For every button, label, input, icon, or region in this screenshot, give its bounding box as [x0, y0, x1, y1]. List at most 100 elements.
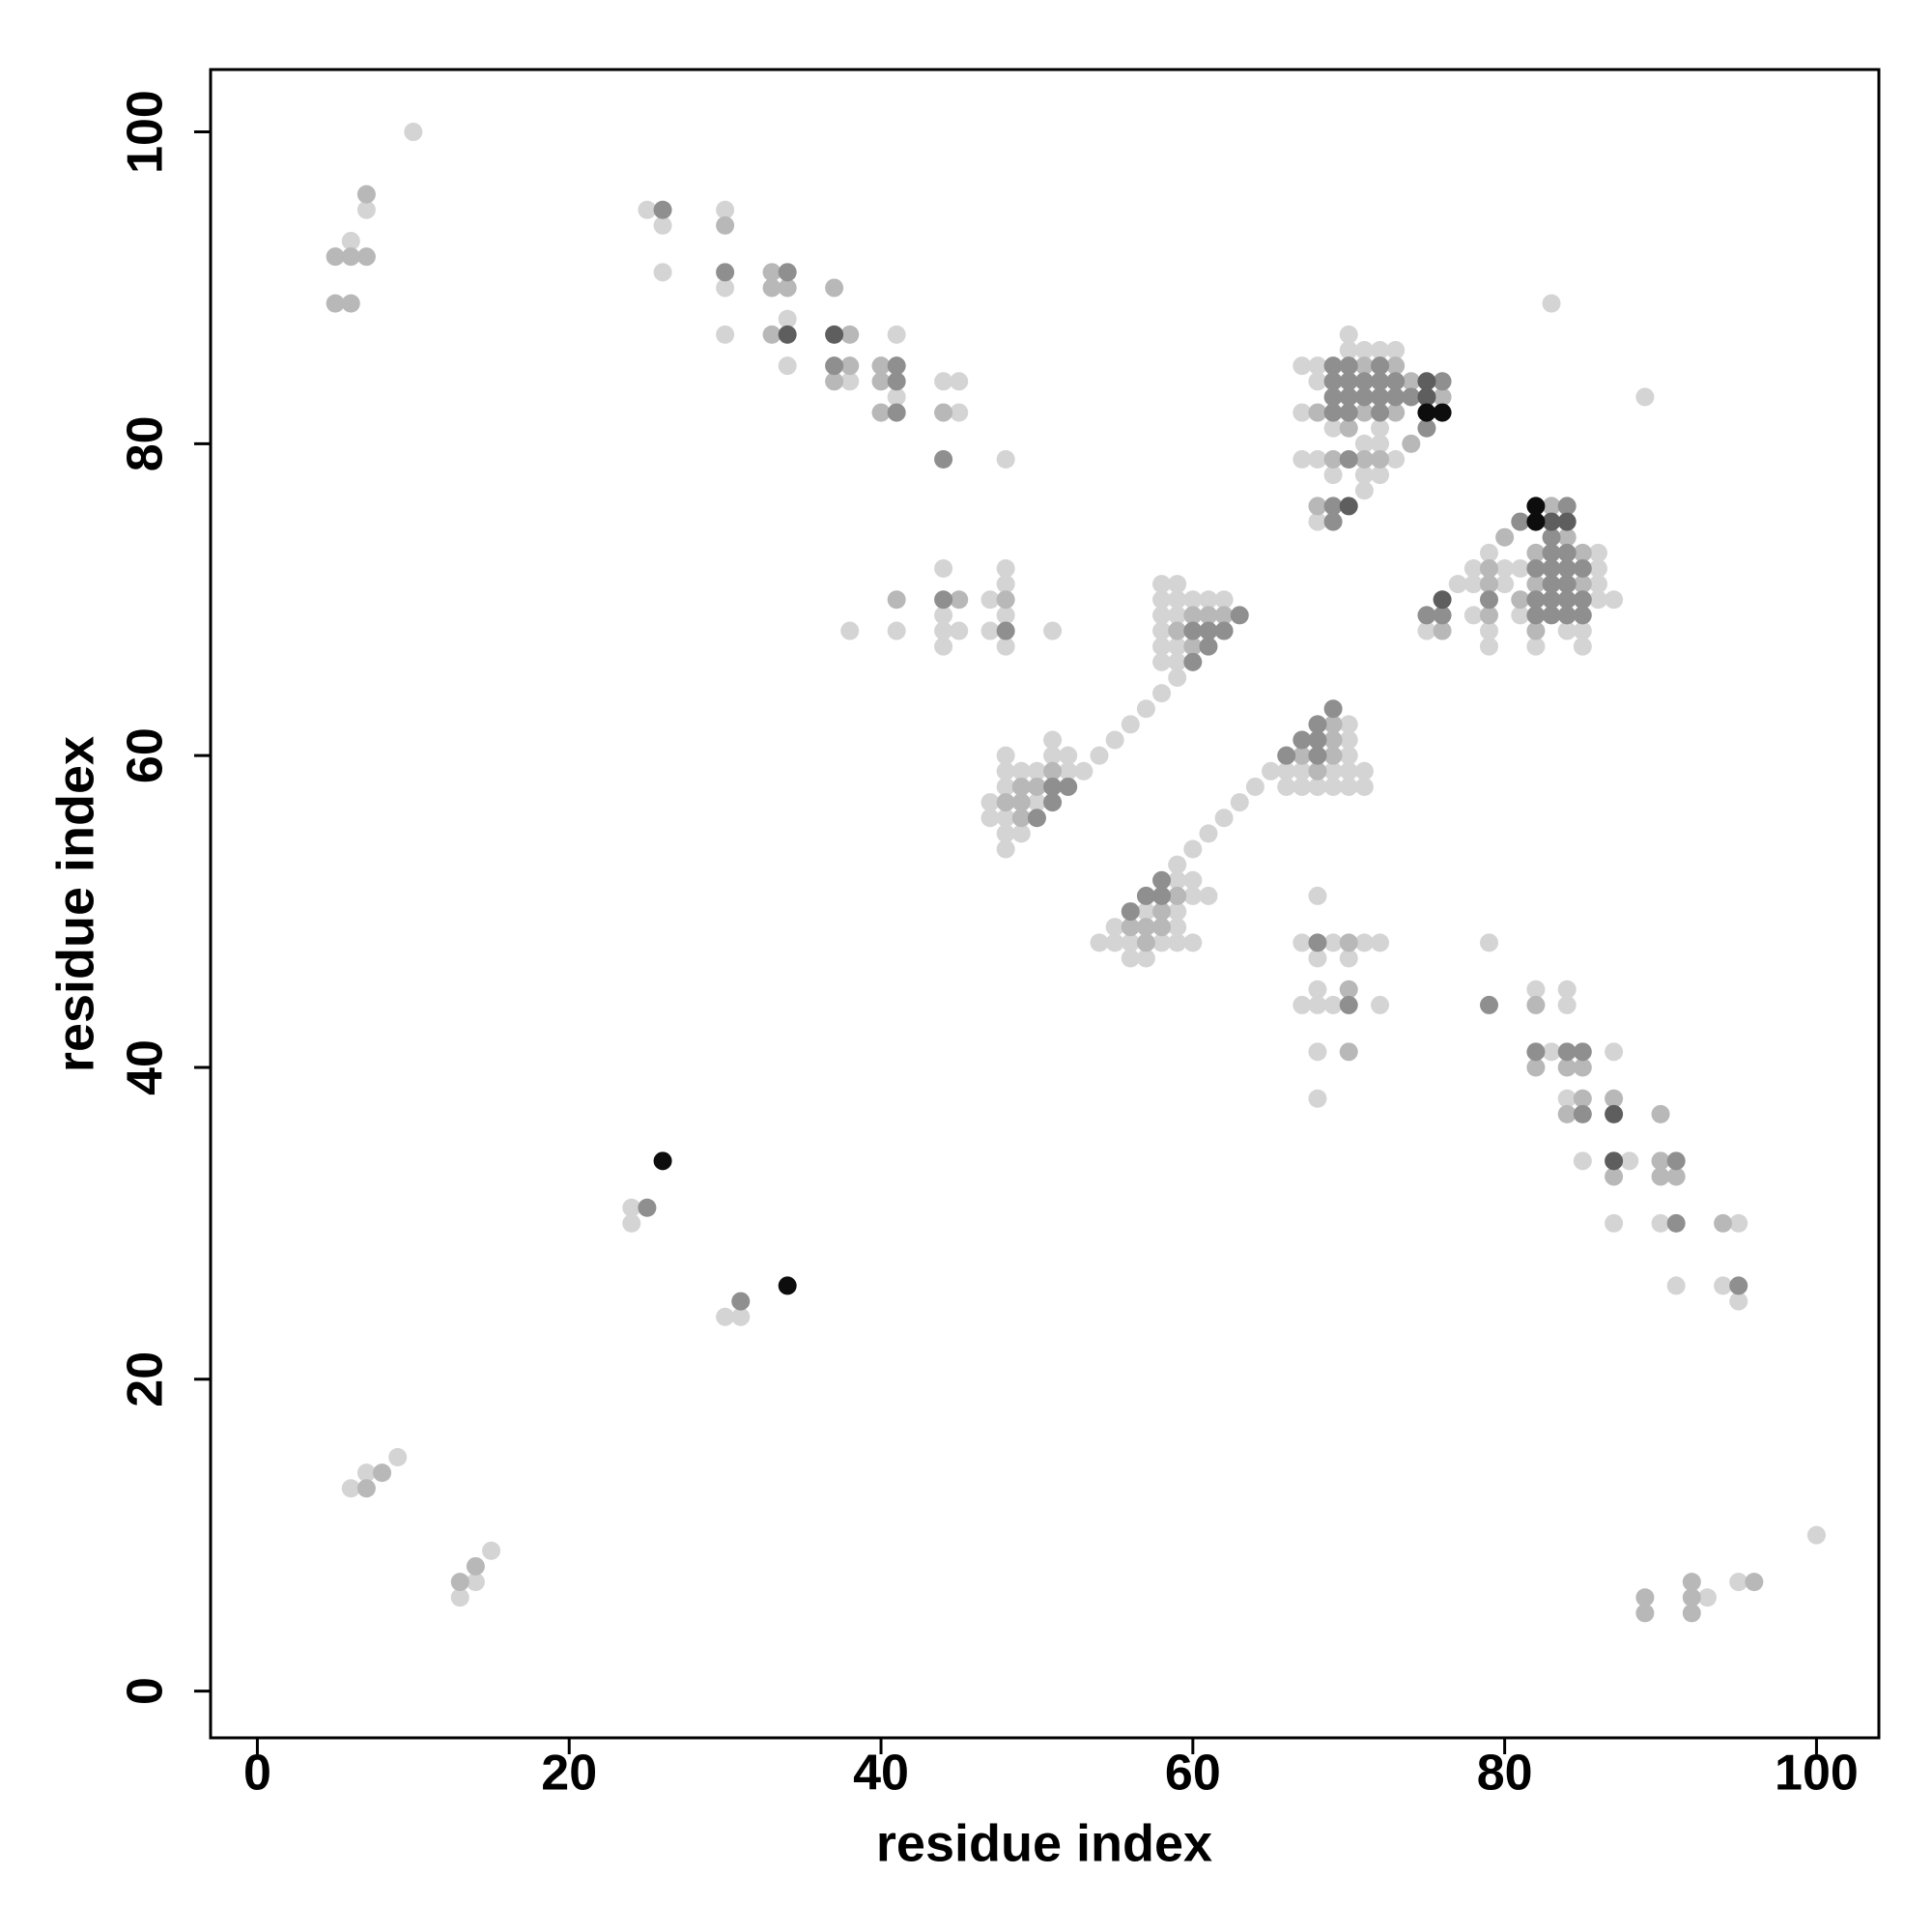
point: [996, 558, 1015, 578]
point: [1557, 497, 1577, 516]
point: [996, 777, 1015, 796]
point: [1323, 777, 1343, 796]
point: [1308, 1089, 1327, 1108]
point: [887, 387, 906, 407]
point: [1339, 761, 1358, 781]
point: [996, 606, 1015, 625]
point: [1043, 761, 1063, 781]
point: [1666, 1167, 1686, 1186]
point: [1526, 980, 1546, 999]
point: [1323, 746, 1343, 765]
point: [1308, 372, 1327, 391]
point: [731, 1307, 751, 1326]
point: [1011, 777, 1031, 796]
point: [934, 606, 953, 625]
point: [1308, 980, 1327, 999]
point: [1354, 434, 1374, 453]
point: [1136, 902, 1155, 922]
point: [1152, 918, 1172, 937]
point: [1121, 949, 1140, 968]
point: [1354, 387, 1374, 407]
point: [1354, 356, 1374, 376]
y-tick-label: 60: [118, 727, 174, 783]
point: [1557, 1058, 1577, 1077]
point: [1557, 1042, 1577, 1062]
x-tick-label: 20: [541, 1746, 597, 1802]
point: [1557, 543, 1577, 562]
point: [1605, 1089, 1624, 1108]
point: [1371, 372, 1390, 391]
point: [1293, 746, 1312, 765]
point: [1729, 1573, 1748, 1592]
point: [1573, 1058, 1592, 1077]
point: [341, 1479, 360, 1498]
point: [1105, 933, 1124, 952]
point: [1183, 590, 1203, 610]
point: [1526, 621, 1546, 640]
point: [1323, 497, 1343, 516]
point: [1011, 824, 1031, 843]
point: [1557, 558, 1577, 578]
point: [1371, 933, 1390, 952]
point: [887, 621, 906, 640]
point: [1293, 933, 1312, 952]
point: [1682, 1588, 1701, 1607]
point: [1339, 325, 1358, 344]
y-tick-label: 40: [118, 1039, 174, 1095]
point: [1339, 372, 1358, 391]
point: [1074, 761, 1094, 781]
point: [1386, 341, 1406, 360]
point: [887, 590, 906, 610]
point: [1323, 761, 1343, 781]
point: [1308, 777, 1327, 796]
point: [1354, 403, 1374, 422]
point: [1339, 387, 1358, 407]
point: [1152, 933, 1172, 952]
point: [1293, 995, 1312, 1014]
point: [1402, 372, 1421, 391]
point: [1011, 761, 1031, 781]
point: [1168, 870, 1187, 890]
point: [1308, 356, 1327, 376]
point: [1605, 1104, 1624, 1123]
point: [1183, 652, 1203, 671]
point: [1183, 870, 1203, 890]
point: [1308, 746, 1327, 765]
point: [950, 372, 969, 391]
point: [1386, 450, 1406, 469]
point: [1371, 466, 1390, 485]
point: [1371, 418, 1390, 438]
point: [1339, 356, 1358, 376]
point: [1027, 793, 1046, 812]
point: [1605, 1167, 1624, 1186]
point: [1463, 558, 1483, 578]
point: [1651, 1167, 1670, 1186]
point: [840, 325, 860, 344]
point: [887, 356, 906, 376]
point: [1542, 590, 1561, 610]
point: [1339, 341, 1358, 360]
point: [1308, 995, 1327, 1014]
point: [716, 200, 735, 219]
point: [356, 185, 376, 204]
point: [778, 263, 797, 282]
point: [1588, 575, 1607, 594]
point: [1557, 1089, 1577, 1108]
point: [716, 278, 735, 298]
point: [1262, 761, 1281, 781]
point: [1136, 933, 1155, 952]
point: [1152, 652, 1172, 671]
point: [996, 450, 1015, 469]
point: [1293, 777, 1312, 796]
point: [980, 809, 1000, 828]
point: [1542, 606, 1561, 625]
point: [1526, 1042, 1546, 1062]
point: [1354, 761, 1374, 781]
point: [778, 278, 797, 298]
point: [1027, 761, 1046, 781]
point: [482, 1541, 501, 1560]
point: [778, 325, 797, 344]
point: [1293, 403, 1312, 422]
point: [950, 590, 969, 610]
